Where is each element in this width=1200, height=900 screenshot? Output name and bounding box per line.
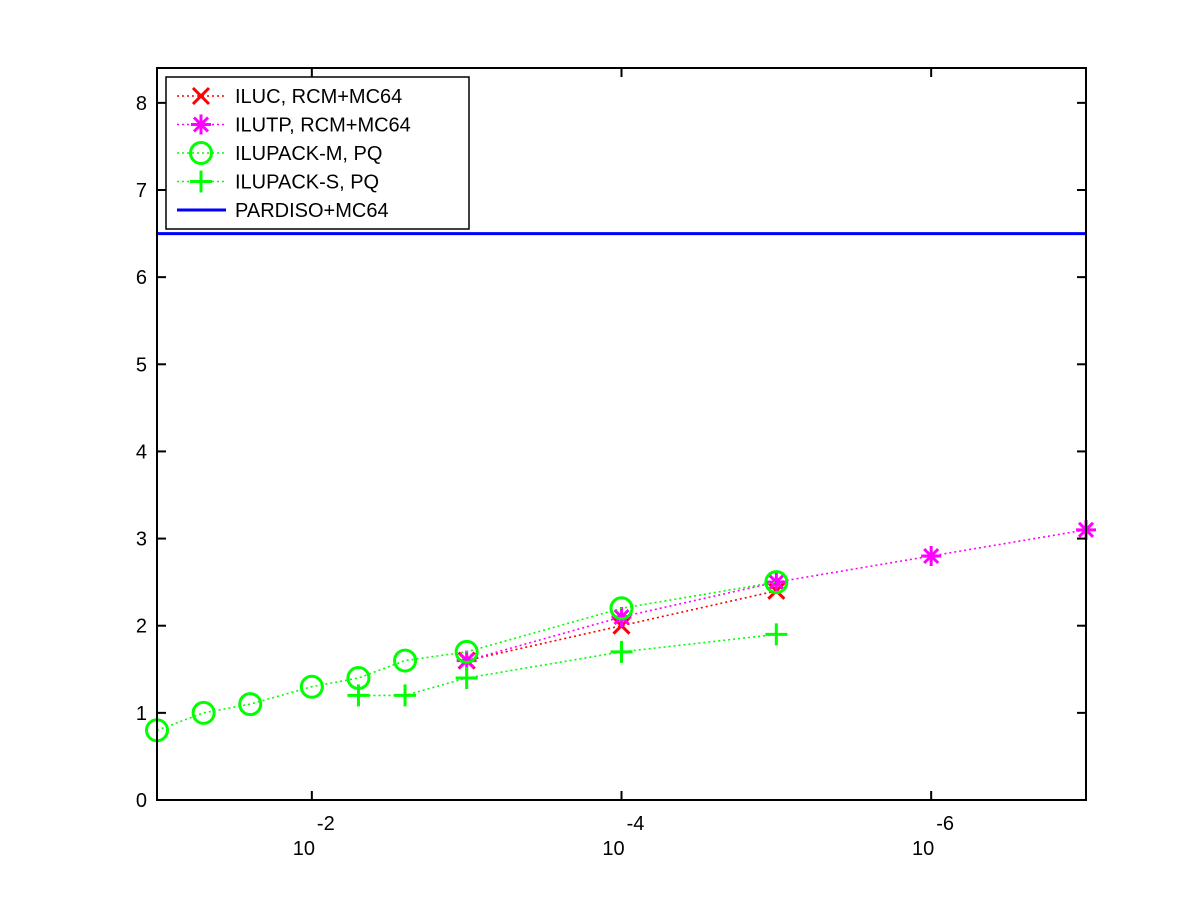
data-point bbox=[921, 546, 942, 566]
x-tick-exponent: -2 bbox=[317, 813, 335, 835]
legend-entry: ILUPACK-M, PQ bbox=[177, 141, 382, 165]
data-point bbox=[455, 667, 478, 689]
y-tick-label: 8 bbox=[136, 93, 147, 115]
data-point bbox=[299, 674, 324, 699]
data-point bbox=[611, 607, 632, 627]
y-tick-label: 4 bbox=[136, 441, 147, 463]
legend-marker bbox=[189, 141, 213, 165]
series-layer bbox=[145, 232, 1096, 743]
y-tick-label: 0 bbox=[136, 790, 147, 812]
legend-box bbox=[165, 76, 470, 230]
data-point bbox=[456, 650, 477, 671]
legend-label: ILUC, RCM+MC64 bbox=[235, 86, 402, 108]
x-tick-base: 10 bbox=[912, 838, 934, 860]
legend-entry: PARDISO+MC64 bbox=[177, 200, 389, 222]
legend: ILUC, RCM+MC64 ILUTP, RCM+MC64 ILUPACK-M, … bbox=[165, 76, 470, 230]
legend-entry: ILUTP, RCM+MC64 bbox=[177, 114, 411, 137]
x-tick-label: 10-2 bbox=[293, 813, 335, 860]
legend-label: ILUPACK-S, PQ bbox=[235, 172, 379, 194]
series-line bbox=[156, 581, 777, 732]
series-3 bbox=[347, 623, 788, 707]
legend-label: ILUTP, RCM+MC64 bbox=[235, 115, 411, 137]
data-point bbox=[191, 700, 216, 725]
data-point bbox=[454, 639, 479, 664]
y-tick-label: 2 bbox=[136, 616, 147, 638]
axes-frame bbox=[156, 67, 1087, 801]
series-2 bbox=[145, 570, 789, 743]
x-tick-label: 10-4 bbox=[602, 813, 644, 860]
x-tick-exponent: -6 bbox=[936, 813, 954, 835]
data-point bbox=[394, 684, 417, 707]
y-tick-label: 7 bbox=[136, 180, 147, 202]
legend-label: ILUPACK-M, PQ bbox=[235, 143, 382, 165]
x-tick-base: 10 bbox=[602, 838, 624, 860]
data-point bbox=[765, 623, 788, 646]
data-point bbox=[766, 572, 787, 593]
legend-marker bbox=[191, 114, 211, 135]
y-tick-label: 5 bbox=[136, 354, 147, 376]
data-point bbox=[393, 648, 418, 673]
y-tick-label: 6 bbox=[136, 267, 147, 289]
legend-marker bbox=[191, 86, 211, 106]
legend-entry: ILUPACK-S, PQ bbox=[177, 170, 379, 194]
legend-entry: ILUC, RCM+MC64 bbox=[177, 86, 402, 108]
data-point bbox=[347, 684, 370, 707]
data-point bbox=[238, 692, 263, 717]
legend-marker bbox=[190, 170, 212, 193]
legend-label: PARDISO+MC64 bbox=[235, 200, 389, 222]
data-point bbox=[764, 570, 789, 595]
x-tick-exponent: -4 bbox=[627, 813, 645, 835]
x-tick-base: 10 bbox=[293, 838, 315, 860]
x-tick-label: 10-6 bbox=[912, 813, 954, 860]
y-tick-label: 1 bbox=[136, 703, 147, 725]
y-tick-label: 3 bbox=[136, 529, 147, 551]
data-point bbox=[609, 596, 634, 621]
data-point bbox=[610, 640, 633, 663]
